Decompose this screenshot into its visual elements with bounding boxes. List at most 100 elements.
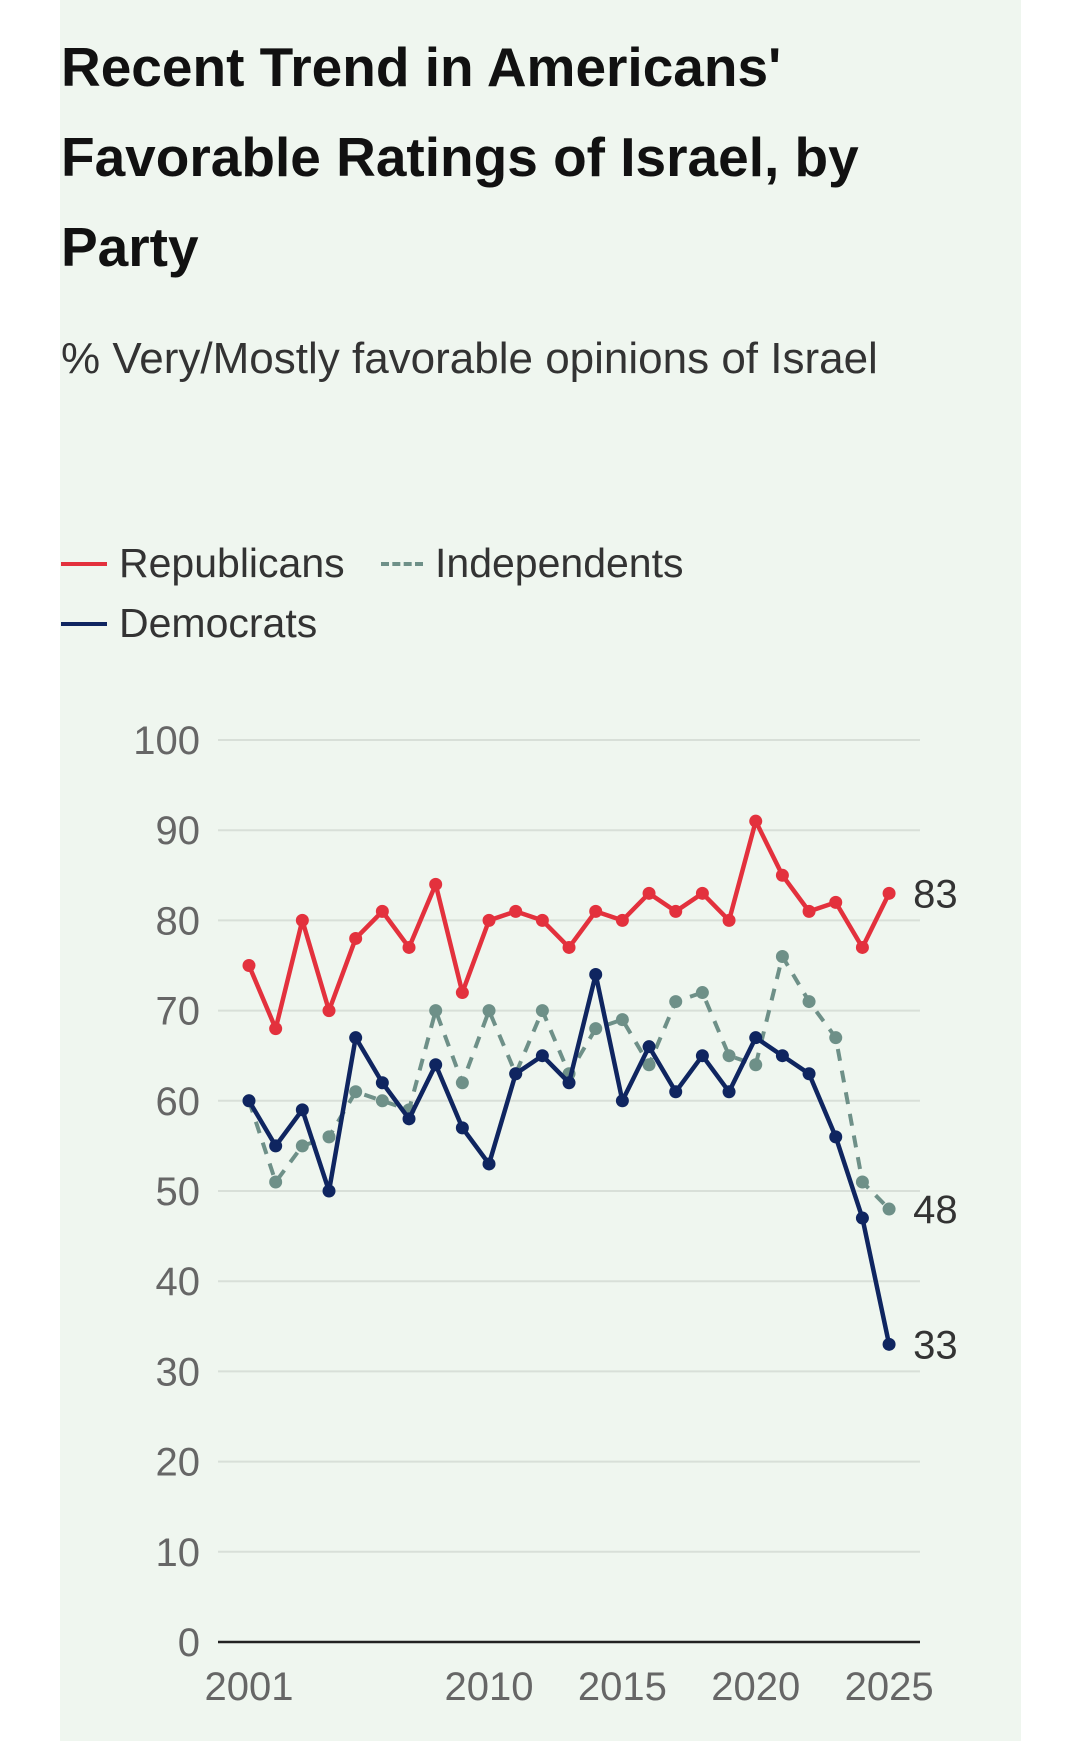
chart-subtitle: % Very/Mostly favorable opinions of Isra… (61, 334, 878, 383)
point-republicans-2021 (775, 868, 789, 882)
point-independents-2021 (775, 949, 789, 963)
series-line-democrats (247, 972, 892, 1345)
point-republicans-2011 (509, 904, 523, 918)
point-democrats-2015 (615, 1094, 629, 1108)
point-independents-2008 (429, 1004, 443, 1018)
point-democrats-2002 (269, 1139, 283, 1153)
point-republicans-2022 (802, 904, 816, 918)
legend-label-republicans: Republicans (119, 540, 345, 586)
x-tick-label-2015: 2015 (578, 1665, 667, 1709)
point-republicans-2003 (295, 913, 309, 927)
x-tick-label-2010: 2010 (445, 1665, 534, 1709)
point-democrats-2005 (349, 1031, 363, 1045)
x-tick-label-2001: 2001 (205, 1665, 294, 1709)
point-republicans-2012 (535, 913, 549, 927)
point-democrats-2010 (482, 1157, 496, 1171)
point-democrats-2016 (642, 1040, 656, 1054)
x-tick-label-2025: 2025 (845, 1665, 934, 1709)
point-republicans-2013 (562, 940, 576, 954)
point-democrats-2021 (775, 1049, 789, 1063)
y-tick-label-20: 20 (156, 1441, 201, 1485)
end-label-democrats: 33 (913, 1323, 958, 1367)
y-tick-label-50: 50 (156, 1170, 201, 1214)
point-republicans-2020 (749, 814, 763, 828)
point-republicans-2025 (882, 886, 896, 900)
y-tick-label-40: 40 (156, 1260, 201, 1304)
point-independents-2003 (295, 1139, 309, 1153)
point-republicans-2014 (589, 904, 603, 918)
legend-label-independents: Independents (435, 540, 684, 586)
y-tick-label-60: 60 (156, 1080, 201, 1124)
point-democrats-2019 (722, 1085, 736, 1099)
point-republicans-2015 (615, 913, 629, 927)
point-democrats-2025 (882, 1337, 896, 1351)
point-republicans-2018 (695, 886, 709, 900)
point-republicans-2017 (669, 904, 683, 918)
point-republicans-2009 (455, 986, 469, 1000)
point-independents-2015 (615, 1013, 629, 1027)
point-democrats-2004 (322, 1184, 336, 1198)
point-democrats-2011 (509, 1067, 523, 1081)
y-tick-label-80: 80 (156, 899, 201, 943)
point-republicans-2008 (429, 877, 443, 891)
point-democrats-2014 (589, 968, 603, 982)
point-independents-2019 (722, 1049, 736, 1063)
y-tick-label-0: 0 (178, 1621, 200, 1665)
point-independents-2023 (829, 1031, 843, 1045)
point-independents-2006 (375, 1094, 389, 1108)
y-tick-label-90: 90 (156, 809, 201, 853)
legend-item-independents: Independents (381, 540, 684, 587)
point-republicans-2016 (642, 886, 656, 900)
point-democrats-2024 (855, 1211, 869, 1225)
point-independents-2002 (269, 1175, 283, 1189)
legend-label-democrats: Democrats (119, 600, 318, 646)
point-democrats-2022 (802, 1067, 816, 1081)
legend-swatch-republicans (61, 561, 107, 566)
end-label-independents: 48 (913, 1188, 958, 1232)
point-independents-2014 (589, 1022, 603, 1036)
point-democrats-2018 (695, 1049, 709, 1063)
point-independents-2022 (802, 995, 816, 1009)
y-tick-label-10: 10 (156, 1531, 201, 1575)
legend-item-democrats: Democrats (61, 600, 317, 647)
point-democrats-2013 (562, 1076, 576, 1090)
legend-swatch-independents (381, 561, 423, 566)
point-independents-2020 (749, 1058, 763, 1072)
point-democrats-2006 (375, 1076, 389, 1090)
point-independents-2009 (455, 1076, 469, 1090)
point-independents-2016 (642, 1058, 656, 1072)
point-republicans-2002 (269, 1022, 283, 1036)
point-independents-2024 (855, 1175, 869, 1189)
point-republicans-2019 (722, 913, 736, 927)
point-republicans-2024 (855, 940, 869, 954)
point-independents-2012 (535, 1004, 549, 1018)
point-democrats-2003 (295, 1103, 309, 1117)
point-democrats-2017 (669, 1085, 683, 1099)
point-independents-2010 (482, 1004, 496, 1018)
point-democrats-2023 (829, 1130, 843, 1144)
point-independents-2005 (349, 1085, 363, 1099)
point-democrats-2008 (429, 1058, 443, 1072)
point-democrats-2007 (402, 1112, 416, 1126)
y-tick-label-30: 30 (156, 1350, 201, 1394)
legend-item-republicans: Republicans (61, 540, 345, 587)
end-label-republicans: 83 (913, 872, 958, 916)
point-independents-2025 (882, 1202, 896, 1216)
x-tick-label-2020: 2020 (711, 1665, 800, 1709)
point-republicans-2007 (402, 940, 416, 954)
point-democrats-2012 (535, 1049, 549, 1063)
point-democrats-2020 (749, 1031, 763, 1045)
point-republicans-2001 (242, 959, 256, 972)
chart-title: Recent Trend in Americans' Favorable Rat… (61, 36, 859, 278)
y-tick-label-100: 100 (133, 719, 200, 763)
point-independents-2017 (669, 995, 683, 1009)
point-republicans-2005 (349, 931, 363, 945)
point-independents-2004 (322, 1130, 336, 1144)
point-republicans-2023 (829, 895, 843, 909)
series-line-republicans (246, 818, 892, 1031)
point-democrats-2009 (455, 1121, 469, 1135)
legend-swatch-democrats (61, 621, 107, 626)
point-independents-2018 (695, 986, 709, 1000)
point-democrats-2001 (242, 1094, 256, 1108)
